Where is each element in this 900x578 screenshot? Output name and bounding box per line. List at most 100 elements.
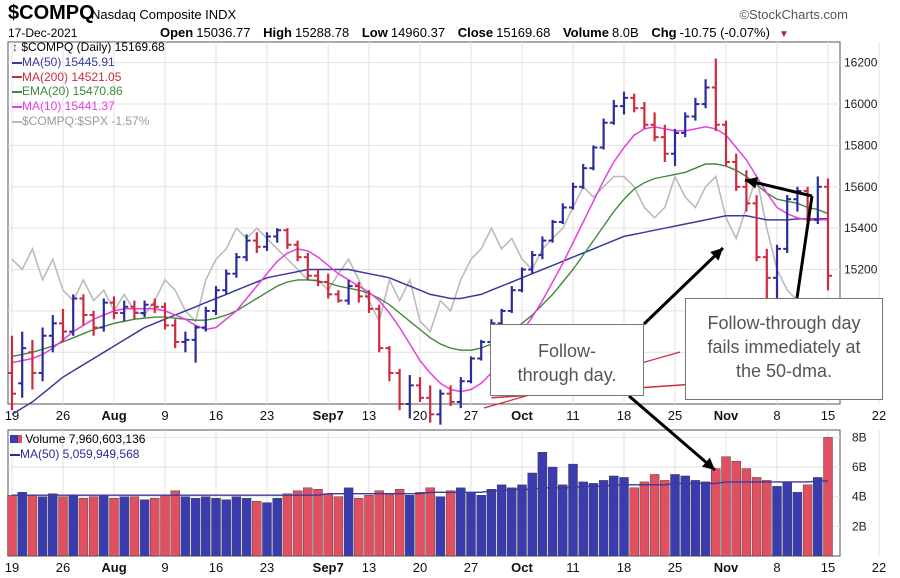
volume-x-tick-label: 13: [362, 560, 376, 575]
legend-ema20[interactable]: EMA(20) 15470.86: [12, 84, 165, 99]
price-x-tick-label: 15: [821, 408, 835, 423]
volume-bar: [384, 493, 395, 557]
price-y-tick-label: 15200: [844, 263, 878, 277]
volume-bar: [476, 495, 486, 557]
price-x-tick-label: 19: [5, 408, 19, 423]
volume-bar: [303, 487, 313, 557]
series-ma10-line: [11, 126, 829, 393]
legend-ma10[interactable]: MA(10) 15441.37: [12, 99, 165, 114]
arrow-ftd-volume-head: [701, 457, 715, 470]
arrow-ftd-volume: [628, 394, 716, 472]
legend-volume-ma50[interactable]: MA(50) 5,059,949,568: [10, 447, 145, 462]
volume-x-tick-label: 8: [773, 560, 780, 575]
price-x-tick-label: 27: [464, 408, 478, 423]
volume-bar: [609, 475, 619, 557]
arrow-ftd-price: [642, 246, 725, 326]
volume-bar: [211, 497, 221, 557]
volume-x-tick-label: Aug: [101, 560, 126, 575]
legend-volume[interactable]: Volume 7,960,603,136: [10, 432, 145, 447]
chg-down-icon: ▼: [778, 29, 789, 40]
volume-bar: [241, 497, 252, 557]
price-x-tick-label: 22: [872, 408, 886, 423]
volume-bar: [547, 466, 558, 557]
low-label: Low: [361, 25, 388, 40]
volume-bar: [180, 496, 191, 557]
volume-bar: [588, 483, 599, 557]
volume-bar: [292, 490, 303, 557]
volume-bar: [252, 500, 262, 557]
volume-bar: [99, 495, 109, 557]
volume-bar: [537, 452, 548, 557]
volume-bar: [201, 496, 211, 557]
volume-x-tick-label: 27: [464, 560, 478, 575]
callout-fail-text: Follow-through day fails immediately at …: [707, 313, 861, 381]
price-x-tick-label: Aug: [101, 408, 126, 423]
volume-bar: [129, 496, 140, 557]
volume-ma50-line: [12, 480, 829, 496]
volume-x-tick-label: 16: [209, 560, 223, 575]
volume-bar: [48, 493, 58, 557]
price-y-tick-label: 16200: [844, 56, 878, 70]
volume-bar: [119, 496, 129, 557]
volume-x-tick-label: 20: [413, 560, 427, 575]
arrow-ftd-price-head: [710, 248, 723, 261]
volume-bar: [323, 493, 333, 557]
series-rel-line: [11, 173, 829, 344]
legend-ma200[interactable]: MA(200) 14521.05: [12, 70, 165, 85]
volume-bar: [109, 497, 119, 557]
series-ema20-line: [11, 163, 829, 358]
volume-x-tick-label: 26: [56, 560, 70, 575]
volume-bar: [150, 497, 160, 557]
ohlc-readout: Open 15036.77 High 15288.78 Low 14960.37 Cl…: [160, 25, 789, 40]
volume-bar: [425, 487, 435, 557]
volume-bar: [272, 497, 282, 557]
volume-value: 8.0B: [611, 25, 639, 40]
legend-rel[interactable]: $COMPQ:$SPX -1.57%: [12, 114, 165, 129]
volume-bar: [741, 468, 752, 557]
price-legend: ↕ $COMPQ (Daily) 15169.68 MA(50) 15445.9…: [12, 40, 165, 129]
price-x-tick-label: Oct: [511, 408, 533, 423]
callout-ftd-text: Follow-through day.: [517, 341, 617, 385]
volume-bar: [751, 477, 762, 557]
volume-bar: [456, 487, 466, 557]
source-logo[interactable]: ©StockCharts.com: [739, 7, 848, 22]
legend-price[interactable]: ↕ $COMPQ (Daily) 15169.68: [12, 40, 165, 54]
price-x-tick-label: 9: [161, 408, 168, 423]
volume-bar: [354, 497, 364, 557]
volume-bar: [445, 490, 456, 557]
price-x-tick-label: 11: [566, 408, 580, 423]
volume-x-tick-label: 23: [260, 560, 274, 575]
callout-follow-through: Follow-through day.: [490, 324, 644, 396]
volume-bar: [415, 492, 425, 557]
volume-bar: [619, 477, 629, 557]
close-value: 15169.68: [496, 25, 551, 40]
volume-bar: [639, 481, 650, 557]
volume-y-tick-label: 4B: [852, 490, 867, 504]
volume-x-tick-label: 25: [668, 560, 682, 575]
volume-bar: [68, 495, 78, 557]
legend-ma50[interactable]: MA(50) 15445.91: [12, 55, 165, 70]
volume-bar: [262, 502, 272, 557]
volume-panel: 1926Aug91623Sep7132027Oct111825Nov81522D…: [5, 429, 886, 575]
open-value: 15036.77: [196, 25, 251, 40]
volume-y-tick-label: 2B: [852, 519, 867, 533]
price-y-tick-label: 15800: [844, 138, 878, 152]
volume-bar: [405, 495, 415, 557]
volume-bar: [792, 492, 803, 557]
chg-value: -10.75 (-0.07%): [679, 25, 770, 40]
chg-label: Chg: [651, 25, 677, 40]
volume-bar: [711, 468, 721, 557]
volume-x-tick-label: 15: [821, 560, 835, 575]
volume-bar: [221, 499, 231, 557]
volume-bar: [731, 460, 741, 557]
close-label: Close: [457, 25, 494, 40]
volume-bar: [507, 487, 517, 557]
volume-legend: Volume 7,960,603,136 MA(50) 5,059,949,56…: [10, 432, 145, 462]
volume-bar: [190, 497, 201, 557]
volume-bar: [660, 480, 670, 557]
price-x-tick-label: Nov: [714, 408, 739, 423]
high-label: High: [263, 25, 292, 40]
volume-bar: [578, 481, 588, 557]
volume-bar: [17, 492, 27, 557]
